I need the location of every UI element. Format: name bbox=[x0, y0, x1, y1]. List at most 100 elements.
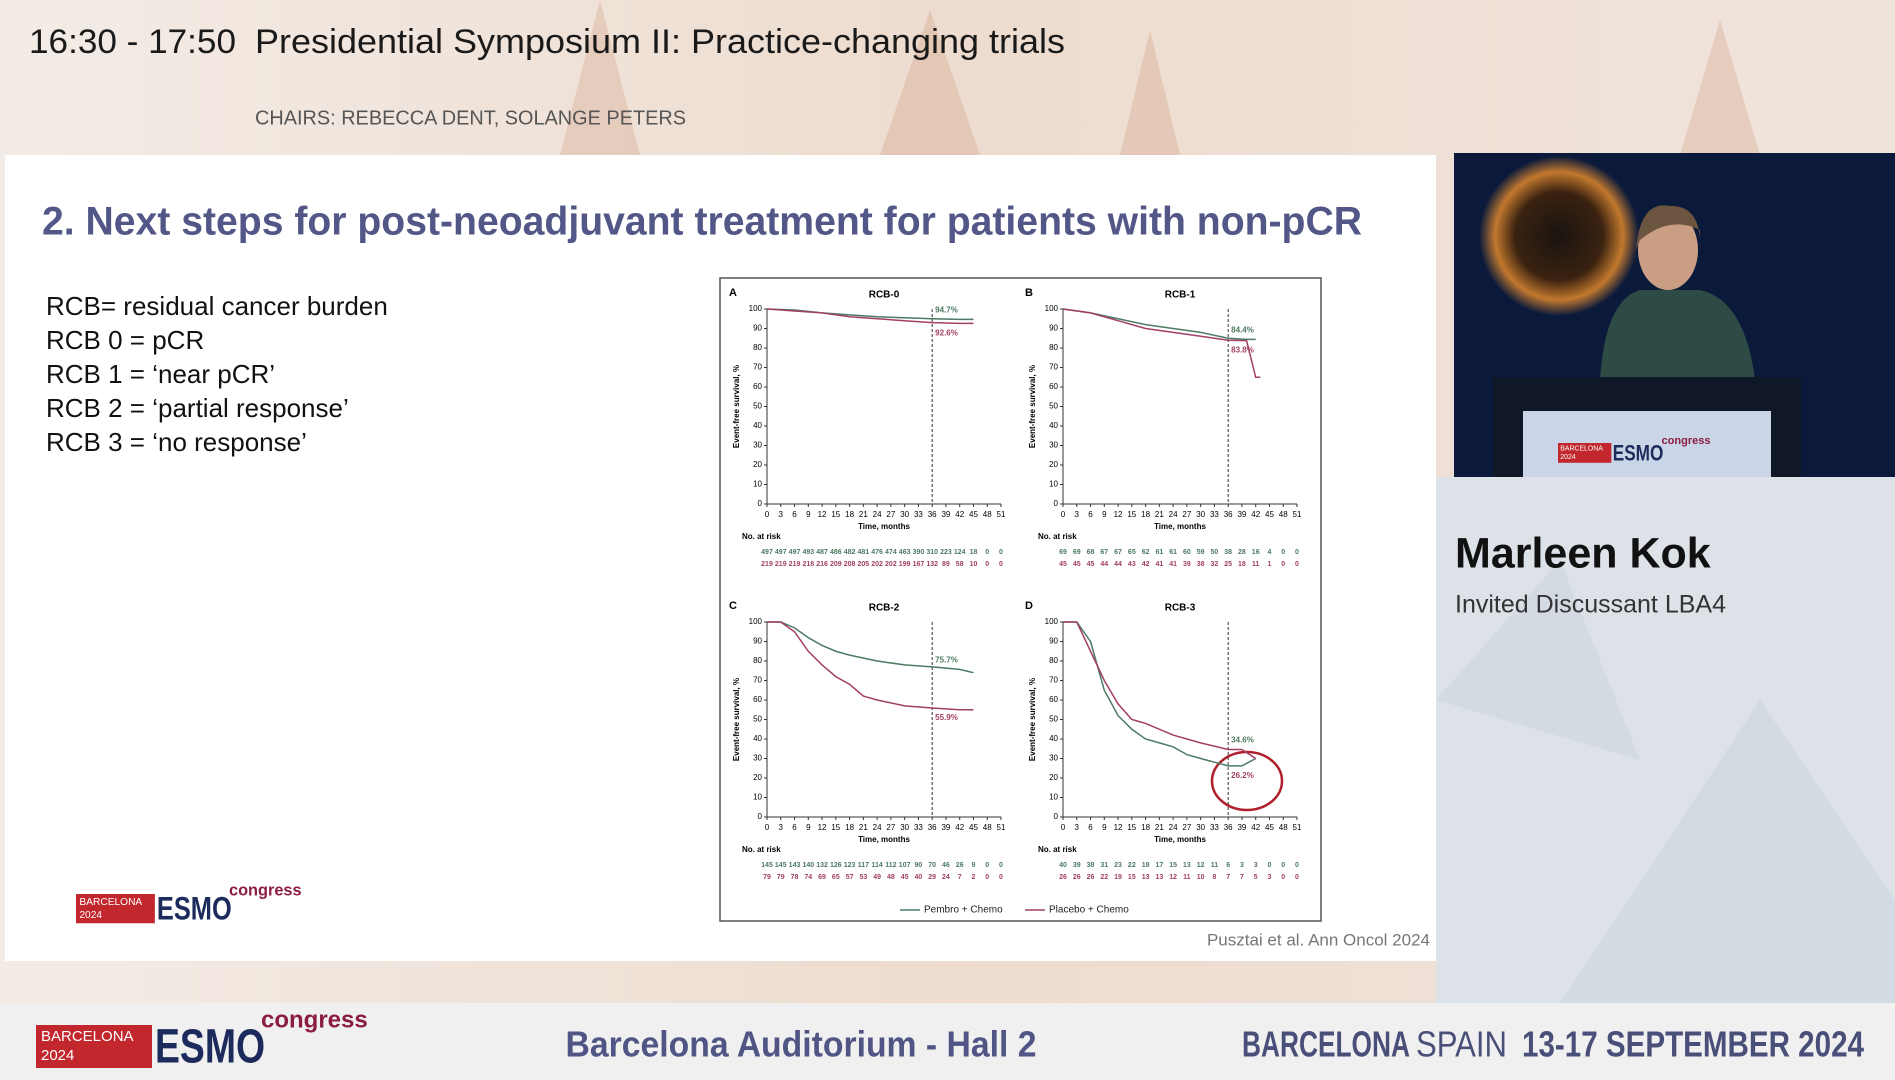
legend-label: Pembro + Chemo bbox=[924, 905, 1003, 916]
percent-label: 83.8% bbox=[1231, 346, 1254, 355]
y-tick-label: 10 bbox=[1049, 480, 1058, 489]
at-risk-count: 114 bbox=[871, 862, 882, 869]
y-tick-label: 60 bbox=[1049, 695, 1058, 704]
x-tick-label: 12 bbox=[1114, 823, 1123, 832]
side-panel bbox=[1436, 477, 1895, 1003]
at-risk-count: 17 bbox=[1155, 862, 1163, 869]
at-risk-count: 0 bbox=[1295, 874, 1299, 881]
at-risk-count: 1 bbox=[1268, 561, 1272, 568]
at-risk-count: 7 bbox=[958, 874, 962, 881]
x-tick-label: 51 bbox=[1293, 823, 1302, 832]
panel-title: RCB-3 bbox=[1165, 603, 1196, 614]
figure-frame bbox=[719, 277, 1322, 922]
at-risk-count: 26 bbox=[1059, 874, 1067, 881]
at-risk-count: 44 bbox=[1114, 561, 1122, 568]
panel-title: RCB-1 bbox=[1165, 290, 1196, 301]
at-risk-count: 474 bbox=[885, 549, 897, 556]
at-risk-count: 486 bbox=[830, 549, 842, 556]
y-tick-label: 60 bbox=[1049, 382, 1058, 391]
at-risk-count: 216 bbox=[816, 561, 828, 568]
survival-curve bbox=[1063, 621, 1257, 767]
at-risk-count: 0 bbox=[1295, 549, 1299, 556]
at-risk-count: 208 bbox=[844, 561, 856, 568]
logo-year: 2024 bbox=[79, 910, 102, 921]
at-risk-count: 497 bbox=[775, 549, 787, 556]
x-tick-label: 18 bbox=[845, 510, 854, 519]
at-risk-count: 79 bbox=[777, 874, 785, 881]
x-tick-label: 45 bbox=[1265, 510, 1274, 519]
y-tick-label: 20 bbox=[753, 773, 762, 782]
at-risk-count: 3 bbox=[1254, 862, 1258, 869]
at-risk-count: 463 bbox=[899, 549, 911, 556]
y-tick-label: 80 bbox=[1049, 656, 1058, 665]
x-tick-label: 36 bbox=[928, 823, 937, 832]
at-risk-count: 12 bbox=[1169, 874, 1177, 881]
y-axis-label: Event-free survival, % bbox=[1028, 365, 1037, 448]
x-tick-label: 27 bbox=[1182, 510, 1191, 519]
x-tick-label: 51 bbox=[1293, 510, 1302, 519]
logo-badge bbox=[36, 1025, 152, 1068]
x-tick-label: 15 bbox=[1127, 510, 1136, 519]
y-tick-label: 40 bbox=[1049, 421, 1058, 430]
x-tick-label: 9 bbox=[1102, 510, 1107, 519]
y-tick-label: 0 bbox=[758, 812, 763, 821]
at-risk-count: 57 bbox=[846, 874, 854, 881]
at-risk-count: 2 bbox=[972, 874, 976, 881]
at-risk-count: 0 bbox=[985, 862, 989, 869]
at-risk-count: 65 bbox=[832, 874, 840, 881]
y-tick-label: 20 bbox=[1049, 773, 1058, 782]
at-risk-count: 69 bbox=[1073, 549, 1081, 556]
at-risk-count: 50 bbox=[1211, 549, 1219, 556]
logo-brand: ESMO bbox=[155, 1021, 265, 1074]
y-tick-label: 100 bbox=[749, 304, 763, 313]
x-axis-label: Time, months bbox=[858, 522, 910, 531]
y-tick-label: 100 bbox=[1045, 617, 1059, 626]
at-risk-label: No. at risk bbox=[1038, 845, 1077, 854]
y-tick-label: 0 bbox=[1054, 812, 1059, 821]
at-risk-count: 48 bbox=[887, 874, 895, 881]
x-tick-label: 33 bbox=[1210, 823, 1219, 832]
speaker-hair bbox=[1636, 205, 1701, 250]
at-risk-count: 59 bbox=[1197, 549, 1205, 556]
percent-label: 75.7% bbox=[935, 655, 958, 664]
at-risk-count: 67 bbox=[1114, 549, 1122, 556]
at-risk-count: 65 bbox=[1128, 549, 1136, 556]
at-risk-count: 0 bbox=[1295, 862, 1299, 869]
x-tick-label: 24 bbox=[873, 823, 882, 832]
at-risk-count: 10 bbox=[970, 561, 978, 568]
logo-brand: ESMO bbox=[1613, 440, 1664, 465]
y-tick-label: 40 bbox=[753, 421, 762, 430]
logo-city: BARCELONA bbox=[1560, 445, 1603, 452]
x-tick-label: 45 bbox=[969, 823, 978, 832]
at-risk-count: 310 bbox=[926, 549, 938, 556]
at-risk-count: 117 bbox=[858, 862, 869, 869]
x-axis-label: Time, months bbox=[1154, 522, 1206, 531]
x-tick-label: 30 bbox=[900, 510, 909, 519]
at-risk-count: 22 bbox=[1100, 874, 1108, 881]
at-risk-count: 476 bbox=[871, 549, 883, 556]
logo-badge bbox=[76, 894, 155, 924]
at-risk-count: 145 bbox=[761, 862, 773, 869]
at-risk-count: 0 bbox=[985, 561, 989, 568]
panel-letter: A bbox=[729, 287, 737, 299]
at-risk-count: 40 bbox=[1059, 862, 1067, 869]
percent-label: 92.6% bbox=[935, 329, 958, 338]
at-risk-count: 53 bbox=[859, 874, 867, 881]
at-risk-count: 202 bbox=[871, 561, 883, 568]
survival-curve bbox=[1063, 621, 1257, 760]
percent-label: 34.6% bbox=[1231, 736, 1254, 745]
percent-label: 55.9% bbox=[935, 713, 958, 722]
at-risk-count: 44 bbox=[1100, 561, 1108, 568]
logo-suffix: congress bbox=[229, 882, 302, 900]
y-axis-label: Event-free survival, % bbox=[732, 365, 741, 448]
x-tick-label: 12 bbox=[818, 510, 827, 519]
x-tick-label: 9 bbox=[806, 510, 811, 519]
logo-badge bbox=[1558, 443, 1612, 463]
x-tick-label: 21 bbox=[859, 823, 868, 832]
x-tick-label: 6 bbox=[1088, 510, 1093, 519]
at-risk-count: 45 bbox=[1087, 561, 1095, 568]
at-risk-count: 6 bbox=[1226, 862, 1230, 869]
at-risk-count: 140 bbox=[802, 862, 814, 869]
percent-label: 26.2% bbox=[1231, 771, 1254, 780]
